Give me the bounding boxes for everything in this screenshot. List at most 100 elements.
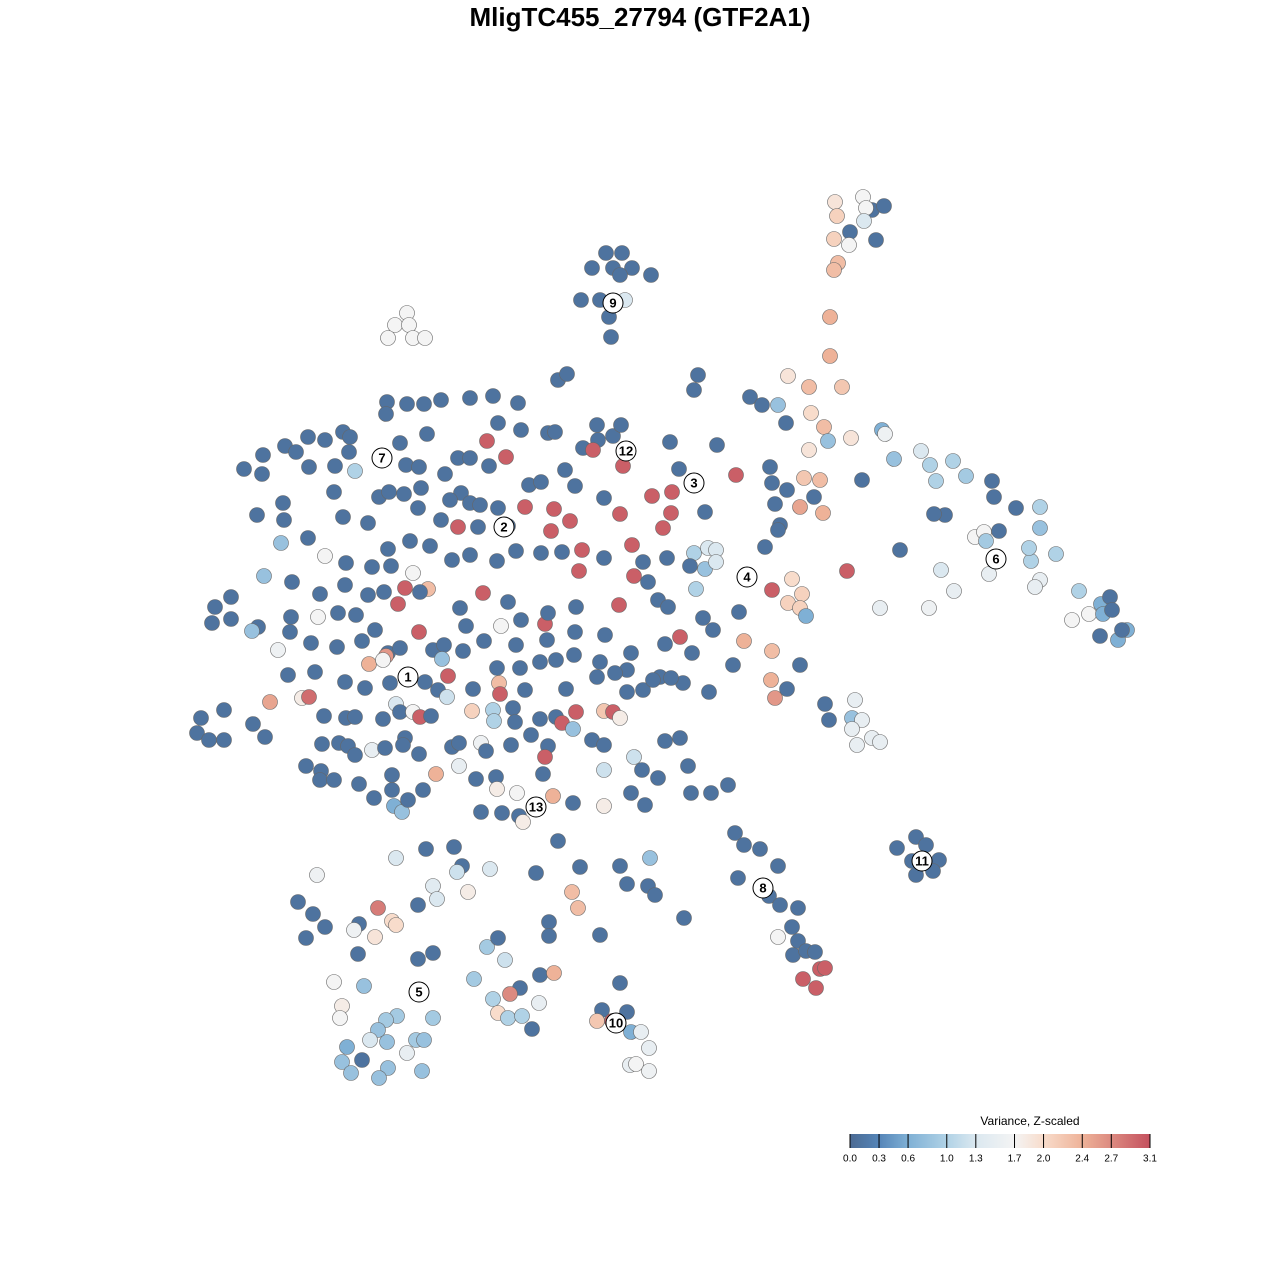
point <box>598 245 614 261</box>
point <box>664 484 680 500</box>
point <box>1071 583 1087 599</box>
point <box>767 496 783 512</box>
point <box>612 858 628 874</box>
point <box>381 484 397 500</box>
point <box>611 597 627 613</box>
point <box>644 488 660 504</box>
point <box>567 478 583 494</box>
point <box>921 600 937 616</box>
point <box>500 594 516 610</box>
point <box>537 749 553 765</box>
point <box>262 694 278 710</box>
point <box>329 639 345 655</box>
cluster-label-text: 3 <box>690 475 697 490</box>
point <box>201 732 217 748</box>
colorbar-tick-label: 2.4 <box>1075 1154 1089 1165</box>
point <box>465 681 481 697</box>
point <box>472 497 488 513</box>
point <box>589 1013 605 1029</box>
point <box>360 515 376 531</box>
point <box>327 458 343 474</box>
point <box>245 716 261 732</box>
cluster-label-bg <box>371 447 393 469</box>
point <box>376 584 392 600</box>
point <box>546 501 562 517</box>
point <box>410 500 426 516</box>
point <box>338 555 354 571</box>
point <box>339 1039 355 1055</box>
point <box>343 1065 359 1081</box>
point <box>309 867 325 883</box>
point <box>671 461 687 477</box>
point <box>360 587 376 603</box>
point <box>402 533 418 549</box>
point <box>330 605 346 621</box>
point <box>763 672 779 688</box>
point <box>379 1034 395 1050</box>
point <box>300 429 316 445</box>
point <box>663 505 679 521</box>
point <box>357 680 373 696</box>
point <box>416 1032 432 1048</box>
point <box>764 643 780 659</box>
point <box>439 689 455 705</box>
point <box>770 929 786 945</box>
point <box>455 643 471 659</box>
point <box>433 392 449 408</box>
point <box>347 747 363 763</box>
cluster-label-bg <box>736 566 758 588</box>
point <box>808 980 824 996</box>
cluster-label: 1 <box>397 666 419 688</box>
point <box>647 887 663 903</box>
point <box>479 433 495 449</box>
point <box>946 583 962 599</box>
point <box>384 767 400 783</box>
point <box>725 657 741 673</box>
point <box>612 975 628 991</box>
point <box>779 681 795 697</box>
point <box>366 790 382 806</box>
point <box>312 586 328 602</box>
point <box>612 710 628 726</box>
point <box>399 1045 415 1061</box>
point <box>382 675 398 691</box>
point <box>515 814 531 830</box>
cluster-label: 11 <box>911 850 933 872</box>
point <box>634 762 650 778</box>
point <box>541 928 557 944</box>
point <box>574 542 590 558</box>
point <box>351 776 367 792</box>
point <box>792 657 808 673</box>
cluster-label-bg <box>615 440 637 462</box>
point <box>475 585 491 601</box>
point <box>418 841 434 857</box>
colorbar-tick-label: 0.3 <box>872 1154 886 1165</box>
point <box>772 897 788 913</box>
cluster-label: 9 <box>602 292 624 314</box>
point <box>507 714 523 730</box>
point <box>497 952 513 968</box>
point <box>513 422 529 438</box>
point <box>481 458 497 474</box>
point <box>451 758 467 774</box>
point <box>624 537 640 553</box>
point <box>280 667 296 683</box>
point <box>392 435 408 451</box>
point <box>731 604 747 620</box>
cluster-label-bg <box>397 666 419 688</box>
point <box>301 459 317 475</box>
point <box>817 960 833 976</box>
cluster-label-bg <box>605 1012 627 1034</box>
point <box>676 910 692 926</box>
point <box>686 545 702 561</box>
point <box>662 434 678 450</box>
point <box>371 1070 387 1086</box>
point <box>290 894 306 910</box>
point <box>458 618 474 634</box>
cluster-label: 10 <box>605 1012 627 1034</box>
colorbar-gradient <box>850 1134 1150 1148</box>
point <box>780 368 796 384</box>
cluster-label-text: 9 <box>609 295 616 310</box>
point <box>410 897 426 913</box>
point <box>701 684 717 700</box>
